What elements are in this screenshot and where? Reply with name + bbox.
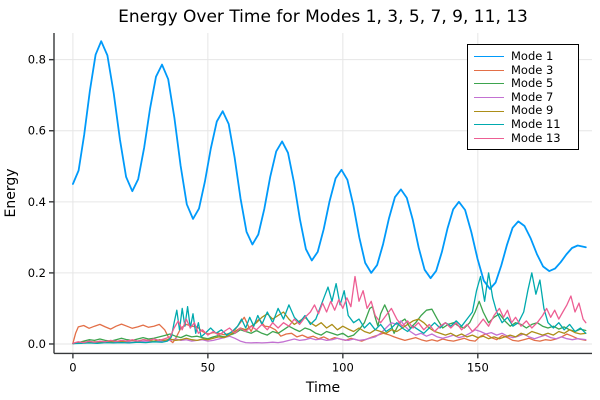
series-line-mode-13 (72, 275, 587, 344)
legend-entry: Mode 5 (474, 77, 572, 91)
series-line-mode-7 (72, 320, 587, 345)
legend-line-sample (474, 124, 504, 126)
x-tick-label: 50 (201, 360, 216, 374)
legend-entry: Mode 13 (474, 132, 572, 146)
y-tick-label: 0.6 (28, 124, 46, 138)
y-axis-label: Energy (3, 168, 19, 217)
legend: Mode 1 Mode 3 Mode 5 Mode 7 Mode 9 Mode 11 Mod… (467, 44, 579, 151)
series-line-mode-11 (72, 272, 587, 345)
x-tick-label: 150 (467, 360, 489, 374)
legend-entry: Mode 3 (474, 64, 572, 78)
series-line-mode-1 (72, 40, 587, 290)
legend-entry-label: Mode 3 (511, 62, 554, 77)
legend-entry: Mode 9 (474, 104, 572, 118)
legend-entry-label: Mode 11 (511, 117, 561, 132)
legend-entry-label: Mode 1 (511, 49, 554, 64)
legend-entry-label: Mode 13 (511, 130, 561, 145)
legend-entry: Mode 7 (474, 91, 572, 105)
x-axis-label: Time (305, 380, 340, 396)
chart-title: Energy Over Time for Modes 1, 3, 5, 7, 9… (118, 7, 528, 27)
legend-entry-label: Mode 7 (511, 89, 554, 104)
legend-entry: Mode 1 (474, 50, 572, 64)
legend-line-sample (474, 69, 504, 71)
x-tick-label: 100 (332, 360, 354, 374)
legend-entry: Mode 11 (474, 118, 572, 132)
y-tick-label: 0.0 (28, 337, 46, 351)
legend-line-sample (474, 137, 504, 139)
x-tick-label: 0 (69, 360, 76, 374)
legend-line-sample (474, 97, 504, 99)
y-tick-label: 0.2 (28, 266, 46, 280)
series-layer (72, 40, 587, 345)
legend-line-sample (474, 56, 504, 58)
y-tick-label: 0.4 (28, 195, 46, 209)
axis-layer: 0 50 100 150 0.0 0.2 0.4 0.6 0.8 (28, 33, 592, 374)
legend-line-sample (474, 83, 504, 85)
legend-line-sample (474, 110, 504, 112)
legend-entry-label: Mode 9 (511, 103, 554, 118)
series-line-mode-5 (72, 300, 587, 345)
legend-entry-label: Mode 5 (511, 76, 554, 91)
y-tick-label: 0.8 (28, 53, 46, 67)
